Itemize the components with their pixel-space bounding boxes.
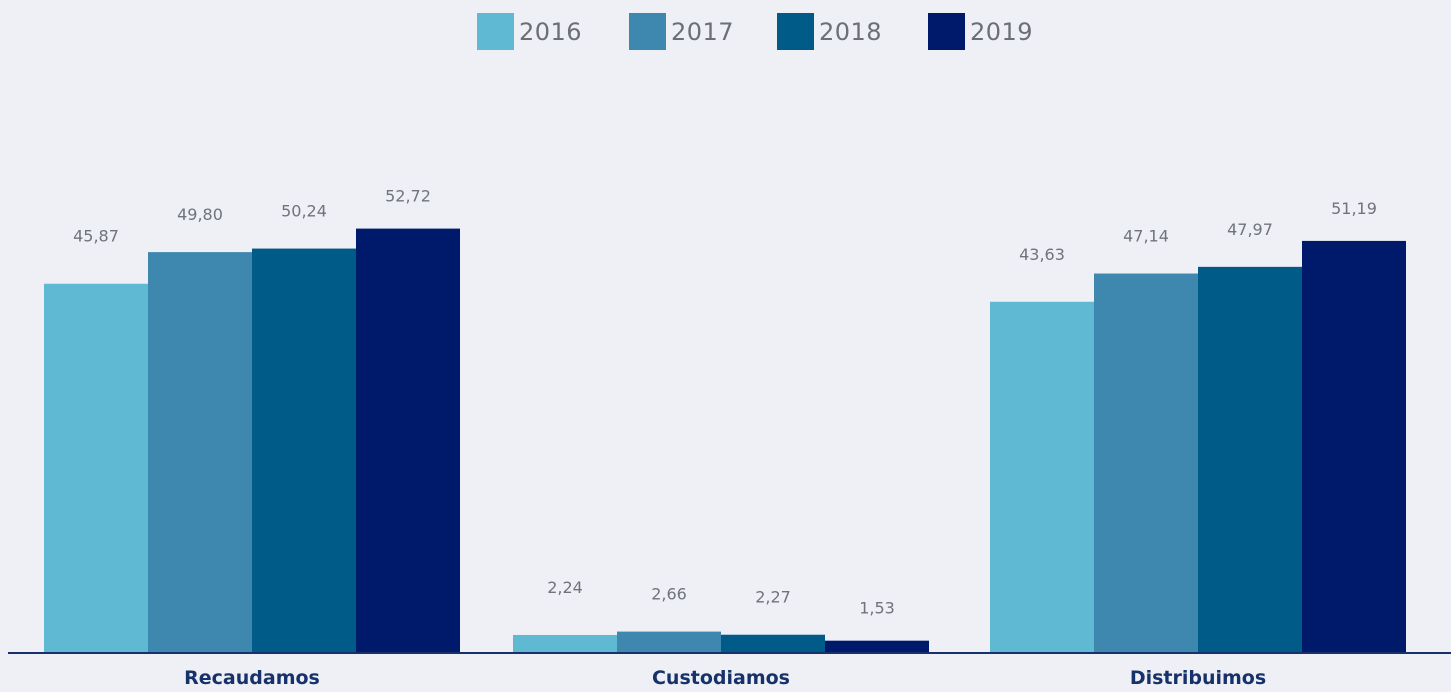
- bar-distribuimos-2016: [990, 301, 1094, 653]
- value-label-custodiamos-2018: 2,27: [755, 588, 791, 607]
- value-label-recaudamos-2017: 49,80: [177, 205, 223, 224]
- bar-recaudamos-2019: [356, 228, 460, 653]
- bar-custodiamos-2019: [825, 640, 929, 653]
- value-label-custodiamos-2016: 2,24: [547, 578, 583, 597]
- value-label-custodiamos-2017: 2,66: [651, 585, 687, 604]
- value-label-distribuimos-2019: 51,19: [1331, 199, 1377, 218]
- category-labels-layer: Recaudamos Custodiamos Distribuimos: [184, 667, 1266, 689]
- category-label-distribuimos: Distribuimos: [1130, 667, 1266, 689]
- value-label-custodiamos-2019: 1,53: [859, 599, 895, 618]
- value-label-recaudamos-2019: 52,72: [385, 187, 431, 206]
- legend-label-2019: 2019: [970, 18, 1033, 46]
- category-label-custodiamos: Custodiamos: [652, 667, 790, 689]
- bar-distribuimos-2017: [1094, 273, 1198, 653]
- value-label-recaudamos-2016: 45,87: [73, 227, 119, 246]
- legend-swatch-2017: [629, 13, 666, 50]
- legend: 2016 2017 2018 2019: [477, 13, 1033, 50]
- bars-layer: [44, 228, 1406, 654]
- value-labels-layer: 45,87 49,80 50,24 52,72 2,24 2,66 2,27 1,53 43,6…: [73, 187, 1377, 618]
- legend-swatch-2016: [477, 13, 514, 50]
- bar-recaudamos-2017: [148, 252, 252, 654]
- legend-label-2017: 2017: [671, 18, 734, 46]
- value-label-distribuimos-2018: 47,97: [1227, 220, 1273, 239]
- legend-label-2016: 2016: [519, 18, 582, 46]
- value-label-distribuimos-2017: 47,14: [1123, 227, 1169, 246]
- bar-recaudamos-2016: [44, 283, 148, 653]
- legend-label-2018: 2018: [819, 18, 882, 46]
- bar-recaudamos-2018: [252, 248, 356, 653]
- legend-swatch-2018: [777, 13, 814, 50]
- bar-custodiamos-2018: [721, 634, 825, 653]
- bar-distribuimos-2019: [1302, 240, 1406, 653]
- legend-swatch-2019: [928, 13, 965, 50]
- value-label-recaudamos-2018: 50,24: [281, 202, 327, 221]
- category-label-recaudamos: Recaudamos: [184, 667, 320, 689]
- bar-custodiamos-2017: [617, 631, 721, 653]
- bar-custodiamos-2016: [513, 634, 617, 653]
- bar-distribuimos-2018: [1198, 266, 1302, 653]
- value-label-distribuimos-2016: 43,63: [1019, 245, 1065, 264]
